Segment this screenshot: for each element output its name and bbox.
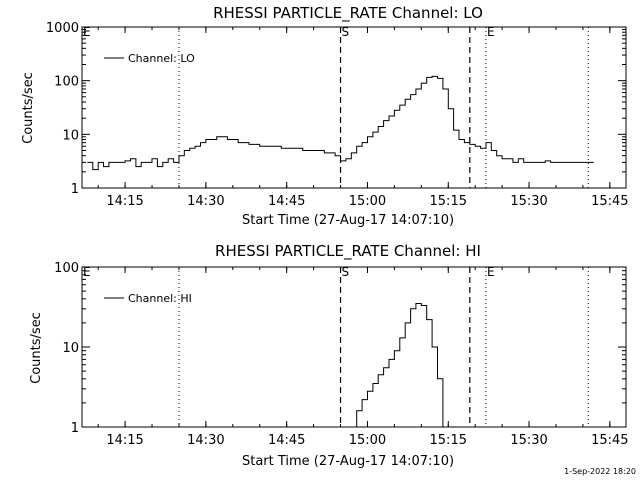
- x-tick-label: 15:30: [510, 194, 547, 209]
- legend-label: Channel: HI: [128, 292, 192, 305]
- x-tick-label: 15:00: [349, 433, 386, 448]
- y-tick-label: 100: [54, 261, 79, 276]
- y-axis-label: Counts/sec: [21, 72, 36, 144]
- x-tick-label: 14:45: [268, 433, 305, 448]
- series-line: [351, 303, 444, 428]
- marker-letter: S: [342, 25, 350, 39]
- x-tick-label: 14:30: [187, 433, 224, 448]
- y-tick-label: 10: [62, 128, 79, 143]
- x-tick-label: 15:15: [430, 433, 467, 448]
- panel-lo: RHESSI PARTICLE_RATE Channel: LO 14:15 14…: [21, 4, 629, 228]
- x-tick-label: 15:45: [591, 194, 628, 209]
- legend-label: Channel: LO: [128, 52, 195, 65]
- series-line: [87, 75, 594, 171]
- y-tick-label: 100: [54, 75, 79, 90]
- x-axis-label: Start Time (27-Aug-17 14:07:10): [242, 454, 454, 469]
- x-tick-label: 14:15: [106, 433, 143, 448]
- x-tick-label: 14:45: [268, 194, 305, 209]
- marker-letter: E: [487, 265, 495, 279]
- x-tick-label: 15:00: [349, 194, 386, 209]
- y-tick-label: 1000: [46, 21, 79, 36]
- marker-letter: E: [83, 25, 91, 39]
- marker-letter: S: [342, 265, 350, 279]
- x-tick-label: 15:15: [430, 194, 467, 209]
- y-tick-label: 10: [62, 341, 79, 356]
- x-tick-label: 14:30: [187, 194, 224, 209]
- axis-ticks: 14:15 14:30 14:45 15:00 15:15 15:30 15:45 1 10 10…: [54, 261, 628, 448]
- chart-title: RHESSI PARTICLE_RATE Channel: HI: [215, 242, 481, 261]
- x-tick-label: 15:30: [510, 433, 547, 448]
- y-tick-label: 1: [71, 421, 79, 436]
- data-lines: [87, 75, 594, 171]
- chart-title: RHESSI PARTICLE_RATE Channel: LO: [213, 4, 483, 23]
- marker-letter: E: [83, 265, 91, 279]
- footer-timestamp: 1-Sep-2022 18:20: [564, 467, 636, 476]
- x-tick-label: 15:45: [591, 433, 628, 448]
- y-tick-label: 1: [71, 182, 79, 197]
- plot-frame: [81, 266, 627, 428]
- x-axis-label: Start Time (27-Aug-17 14:07:10): [242, 213, 454, 228]
- marker-letter: E: [487, 25, 495, 39]
- panel-hi: RHESSI PARTICLE_RATE Channel: HI 14:15 14…: [29, 242, 629, 469]
- plot-frame: [81, 26, 627, 189]
- axis-ticks: 14:15 14:30 14:45 15:00 15:15 15:30 15:45 1 10 10…: [46, 21, 629, 209]
- data-lines: [351, 303, 444, 428]
- y-axis-label: Counts/sec: [29, 312, 44, 384]
- x-tick-label: 14:15: [106, 194, 143, 209]
